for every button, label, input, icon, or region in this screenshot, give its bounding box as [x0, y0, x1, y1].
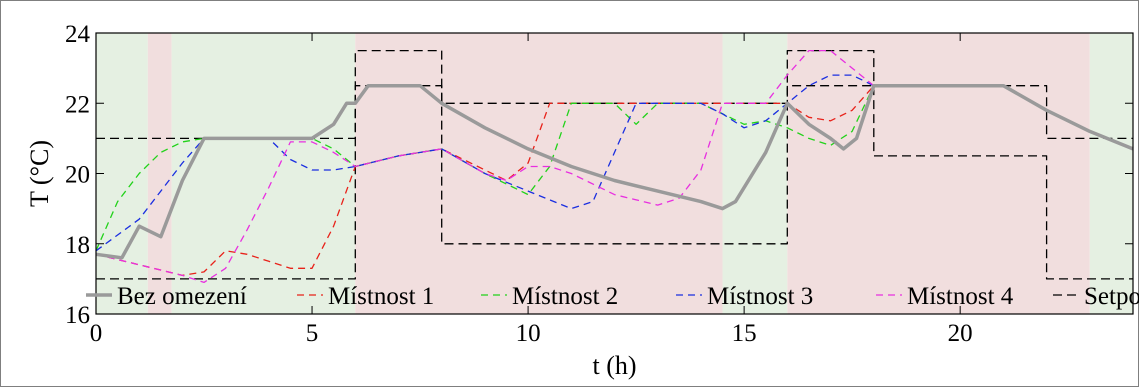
legend-label-mistnost-2: Místnost 2 — [512, 283, 618, 310]
background-band-4 — [722, 33, 788, 314]
legend-label-mistnost-4: Místnost 4 — [907, 283, 1014, 310]
series-mistnost-1 — [95, 85, 1134, 277]
legend: Bez omezení Místnost 1 Místnost 2 Místnost … — [86, 283, 1139, 310]
background-band-5 — [787, 33, 1090, 314]
legend-label-mistnost-3: Místnost 3 — [707, 283, 813, 310]
x-axis-title: t (h) — [592, 351, 636, 380]
y-tick-label: 22 — [65, 91, 90, 118]
x-tick-label: 10 — [516, 320, 541, 347]
series-setpoint-segment-1 — [96, 49, 1133, 280]
background-band-2 — [171, 33, 356, 314]
x-tick-label: 15 — [732, 320, 757, 347]
legend-label-bez-omezeni: Bez omezení — [117, 283, 247, 310]
background-band-1 — [147, 33, 172, 314]
series-bez-omezeni — [95, 83, 1134, 260]
y-tick-label: 20 — [65, 162, 90, 189]
legend-label-setpoint: Setpoint — [1084, 283, 1139, 310]
series-lines — [95, 49, 1134, 284]
y-tick-label: 16 — [65, 302, 90, 329]
background-band-3 — [355, 33, 723, 314]
axis-ticks: 0 5 10 15 20 16 18 20 22 24 — [65, 21, 1133, 347]
legend-label-mistnost-1: Místnost 1 — [328, 283, 434, 310]
y-axis-title: T (°C) — [25, 140, 54, 207]
y-tick-label: 18 — [65, 232, 90, 259]
x-tick-label: 0 — [90, 320, 103, 347]
x-tick-label: 20 — [948, 320, 973, 347]
y-tick-label: 24 — [65, 21, 91, 48]
x-tick-label: 5 — [306, 320, 319, 347]
background-bands — [96, 33, 1133, 314]
